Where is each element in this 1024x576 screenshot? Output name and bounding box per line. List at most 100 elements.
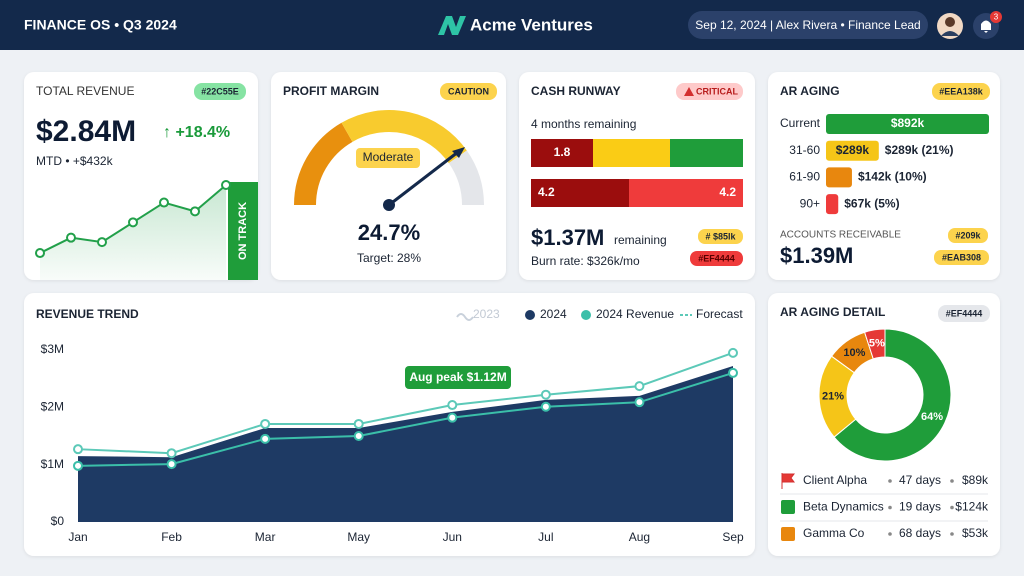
- gauge-pill: [356, 148, 420, 168]
- x-tick-label: Jul: [538, 530, 553, 544]
- context-pill[interactable]: [688, 11, 928, 39]
- point: [260, 418, 271, 429]
- bullet: [888, 505, 892, 510]
- sparkline-area: [40, 185, 226, 280]
- avatar-head: [945, 17, 955, 27]
- badge: [932, 83, 990, 100]
- donut-slice: [833, 328, 952, 462]
- tag: [934, 250, 989, 265]
- sparkline-point: [128, 217, 138, 228]
- y-tick-label: $1M: [41, 457, 64, 471]
- tag: [698, 229, 743, 244]
- gauge-mid: [341, 110, 467, 164]
- card-title: AR AGING: [780, 84, 840, 98]
- needle-head: [452, 147, 465, 158]
- runway-segment: [593, 139, 670, 167]
- point: [166, 448, 177, 459]
- point: [540, 389, 551, 400]
- context-text: Sep 12, 2024 | Alex Rivera • Finance Lea…: [695, 18, 920, 32]
- client-amount: $53k: [962, 526, 989, 540]
- badge: [938, 305, 990, 322]
- notification-count: 3: [994, 13, 999, 22]
- y-tick-label: $0: [51, 514, 65, 528]
- card: [768, 293, 1000, 556]
- kpi-value: $1.37M: [531, 225, 604, 250]
- legend-label: 2023: [473, 307, 500, 321]
- donut-label: 5%: [869, 338, 885, 350]
- runway-label: 4.2: [719, 185, 736, 199]
- legend-marker: [525, 310, 535, 320]
- receivable-title: ACCOUNTS RECEIVABLE: [780, 230, 901, 241]
- line: [77, 351, 734, 455]
- x-tick-label: Jun: [443, 530, 462, 544]
- card: [519, 72, 755, 280]
- point: [166, 459, 177, 470]
- legend-marker: [581, 310, 591, 320]
- client-days: 68 days: [899, 526, 941, 540]
- gauge-low: [294, 122, 353, 206]
- card-title: TOTAL REVENUE: [36, 84, 134, 98]
- client-icon: [781, 527, 795, 541]
- aging-label: 90+: [800, 196, 820, 210]
- legend-label: 2024 Revenue: [596, 307, 674, 321]
- line: [77, 371, 734, 467]
- bullet: [950, 479, 954, 483]
- aging-label: 61-90: [789, 170, 820, 184]
- x-tick-label: Sep: [722, 530, 744, 544]
- sparkline-point: [35, 248, 45, 259]
- kpi-value: $1.39M: [780, 243, 853, 268]
- avatar-body: [941, 31, 959, 36]
- point: [260, 433, 271, 444]
- annotation: Aug peak $1.12M: [409, 370, 506, 384]
- badge-text: CRITICAL: [696, 86, 738, 96]
- runway-segment: [531, 139, 593, 167]
- donut-label: 64%: [921, 411, 943, 423]
- card-title: PROFIT MARGIN: [283, 84, 379, 98]
- client-days: 47 days: [899, 473, 941, 487]
- kpi-value: $2.84M: [36, 115, 136, 148]
- point: [540, 401, 551, 412]
- legend-label: 2024: [540, 307, 567, 321]
- x-tick-label: Feb: [161, 530, 182, 544]
- gauge-needle: [388, 150, 459, 207]
- x-tick-label: Aug: [629, 530, 650, 544]
- status-text: ON TRACK: [237, 202, 249, 260]
- donut-label: 21%: [822, 391, 844, 403]
- needle-hub: [383, 199, 395, 211]
- aging-bar: [826, 194, 839, 215]
- badge-text: CAUTION: [448, 86, 489, 96]
- annotation-pill: [405, 366, 511, 389]
- sparkline-point: [190, 206, 200, 217]
- brand-name: Acme Ventures: [470, 15, 593, 34]
- point: [728, 367, 738, 378]
- runway-segment: [670, 139, 743, 167]
- warning-icon: [684, 87, 694, 96]
- aging-bar: [826, 114, 989, 134]
- point: [634, 397, 645, 408]
- point: [73, 460, 83, 471]
- client-name: Gamma Co: [803, 526, 865, 540]
- point: [353, 418, 364, 429]
- client-days: 19 days: [899, 500, 941, 514]
- sparkline-point: [159, 197, 169, 208]
- client-icon: [781, 500, 795, 514]
- runway-label: 1.8: [554, 145, 571, 159]
- kpi-note: remaining: [614, 233, 667, 247]
- sparkline-point: [221, 180, 231, 190]
- donut-slice: [863, 328, 886, 360]
- badge-text: #EF4444: [946, 308, 983, 318]
- badge-text: #209k: [955, 230, 981, 240]
- y-tick-label: $2M: [41, 400, 64, 414]
- sparkline-point: [97, 237, 107, 248]
- client-name: Client Alpha: [803, 473, 867, 487]
- aging-bar: [826, 167, 852, 188]
- gauge: [294, 110, 484, 206]
- flag-icon: [781, 473, 795, 489]
- bullet: [888, 479, 892, 483]
- point: [447, 400, 458, 411]
- aging-detail: $289k (21%): [885, 143, 954, 157]
- status-bar: [228, 182, 258, 280]
- point: [634, 381, 645, 392]
- aging-label: Current: [780, 116, 821, 130]
- x-tick-label: May: [347, 530, 370, 544]
